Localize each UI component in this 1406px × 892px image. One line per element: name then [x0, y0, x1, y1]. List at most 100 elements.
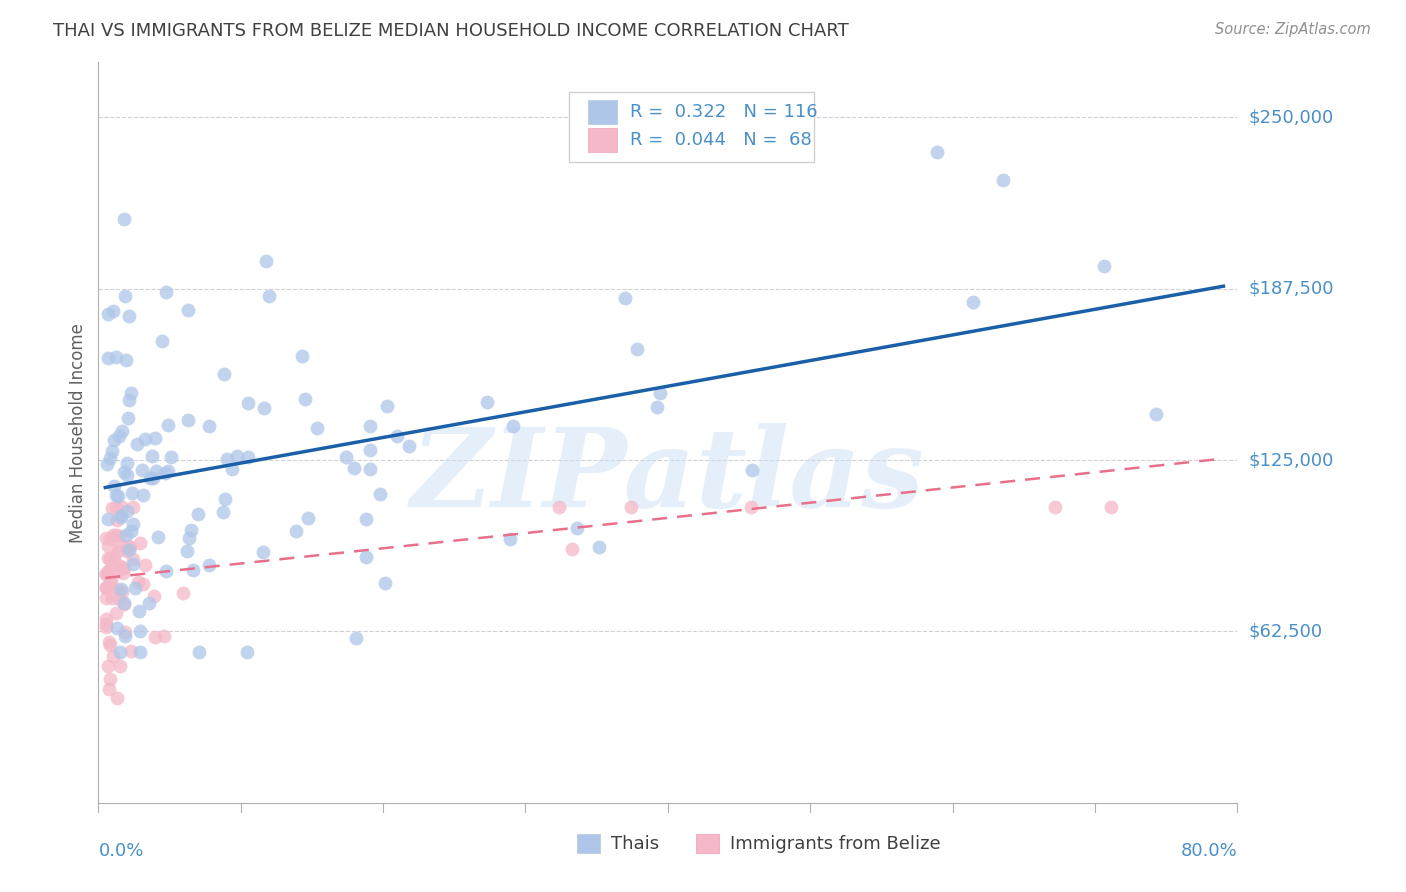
Point [127, 574, 149, 589]
Point [107, 490, 129, 504]
Point [198, 558, 221, 572]
Point [111, 559, 134, 574]
Text: $62,500: $62,500 [1249, 623, 1323, 640]
Point [118, 543, 141, 558]
Point [153, 629, 176, 643]
Point [114, 625, 136, 640]
Point [620, 500, 643, 514]
Point [105, 513, 128, 527]
Point [993, 173, 1015, 187]
Point [110, 645, 132, 659]
Point [157, 464, 180, 478]
Point [94, 612, 117, 626]
Point [94, 591, 117, 605]
Point [110, 509, 132, 524]
Point [103, 648, 125, 663]
Point [122, 551, 145, 566]
Point [115, 353, 138, 368]
Point [131, 462, 153, 476]
Point [96, 458, 118, 472]
Point [120, 644, 142, 658]
Point [343, 461, 366, 475]
Point [117, 539, 139, 553]
Text: Source: ZipAtlas.com: Source: ZipAtlas.com [1215, 22, 1371, 37]
Y-axis label: Median Household Income: Median Household Income [69, 323, 87, 542]
Point [614, 291, 637, 305]
Point [962, 294, 984, 309]
Point [561, 542, 583, 557]
Point [134, 432, 156, 446]
Point [105, 606, 128, 620]
Point [105, 350, 128, 364]
Point [97, 307, 120, 321]
Point [103, 549, 125, 564]
Point [475, 394, 498, 409]
Point [141, 449, 163, 463]
Point [120, 540, 142, 554]
Point [176, 543, 198, 558]
Point [117, 393, 139, 408]
Point [108, 529, 131, 543]
Text: R =  0.044   N =  68: R = 0.044 N = 68 [630, 131, 813, 149]
Point [387, 429, 409, 443]
Point [499, 532, 522, 546]
Point [741, 463, 763, 477]
Point [138, 470, 160, 484]
Point [94, 567, 117, 582]
Text: 0.0%: 0.0% [98, 842, 143, 860]
Point [211, 505, 233, 519]
Point [502, 419, 524, 434]
Point [125, 436, 148, 450]
Point [97, 351, 120, 365]
Point [112, 597, 135, 611]
Point [294, 392, 316, 406]
Point [108, 592, 131, 607]
Point [645, 400, 668, 414]
Point [98, 532, 121, 546]
Point [97, 565, 120, 579]
Point [94, 582, 117, 596]
Point [98, 635, 121, 649]
Point [226, 449, 249, 463]
Text: ZIPatlas: ZIPatlas [411, 424, 925, 531]
Point [112, 465, 135, 479]
Point [588, 540, 610, 554]
Point [359, 462, 381, 476]
Point [98, 572, 121, 586]
Point [121, 486, 143, 500]
Point [98, 672, 121, 686]
Point [107, 558, 129, 572]
Point [143, 431, 166, 445]
Point [1092, 259, 1115, 273]
Text: $187,500: $187,500 [1249, 280, 1334, 298]
Point [101, 444, 124, 458]
Point [346, 631, 368, 645]
Point [122, 517, 145, 532]
Point [129, 645, 152, 659]
Point [107, 543, 129, 558]
Point [132, 488, 155, 502]
Point [648, 386, 671, 401]
Point [128, 535, 150, 549]
Point [1099, 500, 1122, 514]
Point [375, 399, 398, 413]
Point [129, 624, 152, 639]
Point [142, 471, 165, 485]
Point [97, 512, 120, 526]
Point [112, 212, 135, 227]
Point [359, 418, 381, 433]
Point [120, 524, 142, 538]
Point [110, 582, 132, 596]
Point [115, 456, 138, 470]
Point [354, 512, 377, 526]
Text: Thais: Thais [612, 835, 659, 853]
Point [291, 350, 314, 364]
Point [160, 450, 183, 465]
Point [146, 530, 169, 544]
Point [111, 424, 134, 438]
Point [120, 386, 142, 401]
Point [253, 401, 276, 416]
Text: R =  0.322   N = 116: R = 0.322 N = 116 [630, 103, 818, 121]
Point [153, 466, 176, 480]
Point [215, 452, 238, 467]
